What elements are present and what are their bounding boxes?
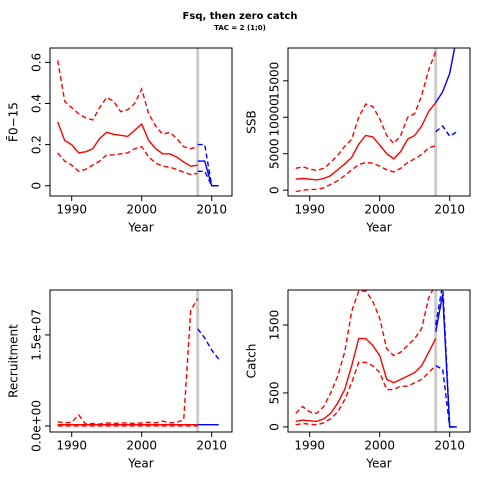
x-tick-label: 1990 <box>56 439 87 453</box>
series-line <box>295 290 434 415</box>
x-tick-label: 2000 <box>364 439 395 453</box>
y-tick-label: 0 <box>268 423 282 431</box>
y-tick-label: 0.0e+00 <box>30 400 44 452</box>
y-axis-label: Recruitment <box>7 324 21 398</box>
x-tick-label: 2000 <box>364 203 395 217</box>
plot-frame <box>49 47 233 197</box>
y-tick-label: 1500 <box>268 310 282 341</box>
y-tick-label: 1.5e+07 <box>30 309 44 361</box>
series-line <box>435 48 456 104</box>
y-tick-label: 10000 <box>268 98 282 136</box>
series-line <box>197 170 219 187</box>
series-line <box>435 290 457 428</box>
series-line <box>295 102 437 181</box>
plot-area <box>57 48 219 196</box>
y-tick-label: 0.6 <box>30 53 44 72</box>
x-tick-label: 1990 <box>294 203 325 217</box>
series-line <box>435 294 457 428</box>
plot-area <box>295 290 457 432</box>
x-axis-label: Year <box>365 457 391 471</box>
series-line <box>295 51 437 172</box>
plot-frame <box>287 289 471 433</box>
figure-title: Fsq, then zero catch <box>183 11 298 22</box>
y-tick-label: 500 <box>268 381 282 404</box>
y-tick-label: 0 <box>30 182 44 190</box>
y-tick-label: 0 <box>268 186 282 194</box>
x-axis-label: Year <box>365 221 391 235</box>
series-line <box>197 143 219 187</box>
plot-frame <box>287 47 471 197</box>
series-line <box>57 145 198 176</box>
series-line <box>295 337 437 423</box>
figure-subtitle: TAC = 2 (1;0) <box>214 24 266 32</box>
series-line <box>295 145 436 193</box>
x-tick-label: 2010 <box>434 203 465 217</box>
series-line <box>295 361 437 426</box>
x-tick-label: 2010 <box>196 439 227 453</box>
y-tick-label: 5000 <box>268 138 282 169</box>
plot-area <box>57 290 220 432</box>
x-tick-label: 2010 <box>196 203 227 217</box>
series-line <box>197 328 220 360</box>
plot-area <box>295 48 458 196</box>
x-tick-label: 2000 <box>126 203 157 217</box>
plot-frame <box>49 289 233 433</box>
series-line <box>435 124 458 138</box>
series-line <box>57 60 198 150</box>
y-axis-label: Catch <box>245 344 259 379</box>
x-tick-label: 2000 <box>126 439 157 453</box>
x-tick-label: 1990 <box>294 439 325 453</box>
series-line <box>57 298 199 425</box>
y-tick-label: 0.2 <box>30 135 44 154</box>
y-tick-label: 15000 <box>268 62 282 100</box>
x-axis-label: Year <box>127 457 153 471</box>
x-tick-label: 2010 <box>434 439 465 453</box>
y-axis-label: F̄0−15 <box>6 102 20 142</box>
y-axis-label: SSB <box>245 110 259 133</box>
series-line <box>57 121 198 167</box>
series-line <box>435 365 457 428</box>
y-tick-label: 0.4 <box>30 94 44 113</box>
x-axis-label: Year <box>127 221 153 235</box>
x-tick-label: 1990 <box>56 203 87 217</box>
